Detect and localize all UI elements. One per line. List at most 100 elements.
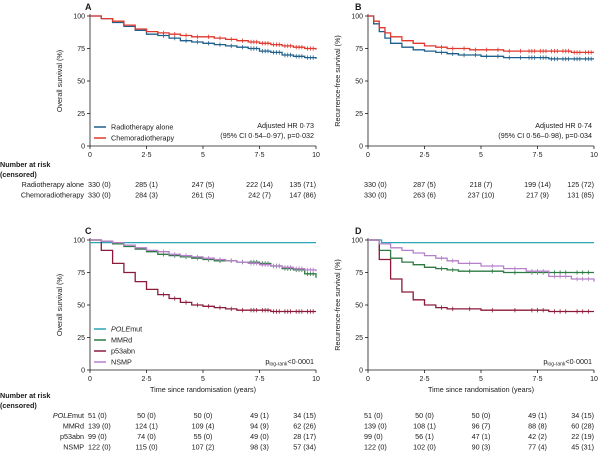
risk-cell: 139 (0) xyxy=(88,422,111,431)
risk-cell: 147 (86) xyxy=(289,191,316,200)
risk-cell: 74 (0) xyxy=(137,432,156,441)
y-tick-label: 0 xyxy=(359,368,363,375)
censor-marks xyxy=(163,249,314,273)
censor-marks xyxy=(441,50,592,62)
y-tick-label: 0 xyxy=(81,144,85,151)
x-axis-label: Time since randomisation (years) xyxy=(150,385,256,394)
hr-annotation: (95% CI 0·56–0·98), p=0·034 xyxy=(498,131,592,140)
risk-cell: 102 (0) xyxy=(413,443,436,452)
risk-cell: 50 (0) xyxy=(137,411,156,420)
y-tick-label: 0 xyxy=(81,368,85,375)
legend-label-rest: mut xyxy=(130,325,142,334)
censor-marks xyxy=(441,305,589,314)
series-line-mmrd xyxy=(368,239,594,274)
risk-cell: 90 (3) xyxy=(472,443,491,452)
risk-cell: 199 (14) xyxy=(524,180,551,189)
x-tick-label: 10 xyxy=(590,152,598,159)
risk-cell: 107 (2) xyxy=(192,443,215,452)
x-tick-label: 2·5 xyxy=(419,376,429,383)
x-tick-label: 0 xyxy=(366,152,370,159)
risk-cell: 218 (7) xyxy=(470,180,493,189)
panel-letter: A xyxy=(85,2,92,12)
risk-cell: 287 (5) xyxy=(413,180,436,189)
risk-table: Number at risk(censored)Radiotherapy alo… xyxy=(0,160,594,200)
risk-cell: 51 (0) xyxy=(88,411,107,420)
x-tick-label: 7·5 xyxy=(254,376,264,383)
p-sub: log-rank xyxy=(269,362,288,368)
series-line-radiotherapy-alone xyxy=(368,15,594,60)
y-tick-label: 25 xyxy=(355,111,363,118)
x-tick-label: 0 xyxy=(88,376,92,383)
y-tick-label: 50 xyxy=(77,79,85,86)
x-tick-label: 2·5 xyxy=(141,376,151,383)
y-tick-label: 100 xyxy=(351,14,363,21)
legend-label: Radiotherapy alone xyxy=(111,123,173,132)
hr-annotation: Adjusted HR 0·74 xyxy=(535,121,592,130)
risk-cell: 22 (19) xyxy=(571,432,594,441)
risk-row-label: NSMP xyxy=(63,443,84,452)
risk-cell: 45 (31) xyxy=(571,443,594,452)
risk-cell: 237 (10) xyxy=(468,191,495,200)
risk-cell: 135 (71) xyxy=(289,180,316,189)
risk-cell: 109 (4) xyxy=(192,422,215,431)
p-value: plog-rank<0·0001 xyxy=(265,357,314,368)
panel-C: C 0 25 50 75 100 0 2·5 5 7·5 10 Overall survival (%… xyxy=(55,226,320,394)
censor-marks xyxy=(441,45,592,55)
risk-label-italic: POLE xyxy=(53,411,72,420)
x-tick-label: 10 xyxy=(590,376,598,383)
p-prefix: p xyxy=(543,357,547,366)
risk-header: (censored) xyxy=(0,170,37,179)
risk-cell: 62 (26) xyxy=(293,422,316,431)
risk-cell: 247 (5) xyxy=(192,180,215,189)
risk-cell: 330 (0) xyxy=(364,191,387,200)
risk-cell: 98 (3) xyxy=(250,443,269,452)
risk-cell: 124 (1) xyxy=(135,422,158,431)
legend-label: MMRd xyxy=(111,336,132,345)
risk-cell: 42 (2) xyxy=(528,432,547,441)
risk-table: Number at risk(censored) POLEmut 51 (0) 50 … xyxy=(0,391,594,452)
y-tick-label: 100 xyxy=(73,238,85,245)
risk-row-label: MMRd xyxy=(63,422,84,431)
risk-row-label: POLEmut xyxy=(53,411,84,420)
risk-cell: 50 (0) xyxy=(415,411,434,420)
risk-cell: 330 (0) xyxy=(88,180,111,189)
risk-cell: 99 (0) xyxy=(88,432,107,441)
censor-marks xyxy=(163,292,314,314)
hr-annotation: (95% CI 0·54–0·97), p=0·032 xyxy=(220,131,314,140)
risk-cell: 242 (7) xyxy=(248,191,271,200)
risk-header: Number at risk xyxy=(0,160,50,169)
series-line-radiotherapy-alone xyxy=(90,15,317,59)
panel-D: D 0 25 50 75 100 0 2·5 5 7·5 10 Recurrence-free sur… xyxy=(333,226,598,394)
y-axis-label: Recurrence-free survival (%) xyxy=(333,35,342,126)
x-tick-label: 0 xyxy=(366,376,370,383)
legend-label: p53abn xyxy=(111,347,135,356)
y-tick-label: 25 xyxy=(355,335,363,342)
x-tick-label: 7·5 xyxy=(532,376,542,383)
x-tick-label: 2·5 xyxy=(419,152,429,159)
risk-cell: 108 (1) xyxy=(413,422,436,431)
p-prefix: p xyxy=(265,357,269,366)
y-tick-label: 100 xyxy=(351,238,363,245)
censor-marks xyxy=(441,256,589,282)
risk-cell: 94 (9) xyxy=(250,422,269,431)
risk-row-label: Radiotherapy alone xyxy=(22,180,84,189)
x-tick-label: 0 xyxy=(88,152,92,159)
risk-cell: 139 (0) xyxy=(364,422,387,431)
y-axis-label: Overall survival (%) xyxy=(55,50,64,112)
series-line-chemoradiotherapy xyxy=(368,15,594,54)
risk-header: Number at risk xyxy=(0,391,50,400)
x-tick-label: 10 xyxy=(312,152,320,159)
risk-cell: 34 (15) xyxy=(571,411,594,420)
series-line-p53abn xyxy=(90,239,316,313)
y-tick-label: 75 xyxy=(355,270,363,277)
risk-cell: 28 (17) xyxy=(293,432,316,441)
x-tick-label: 2·5 xyxy=(141,152,151,159)
series-line-nsmp xyxy=(368,239,595,282)
y-tick-label: 75 xyxy=(77,270,85,277)
x-axis-label: Time since randomisation (years) xyxy=(428,385,534,394)
censor-marks xyxy=(163,30,314,51)
risk-cell: 122 (0) xyxy=(364,443,387,452)
risk-cell: 60 (28) xyxy=(571,422,594,431)
panel-A: A 0 25 50 75 100 0 2·5 5 7·5 10 Overall survival (%… xyxy=(55,2,320,159)
